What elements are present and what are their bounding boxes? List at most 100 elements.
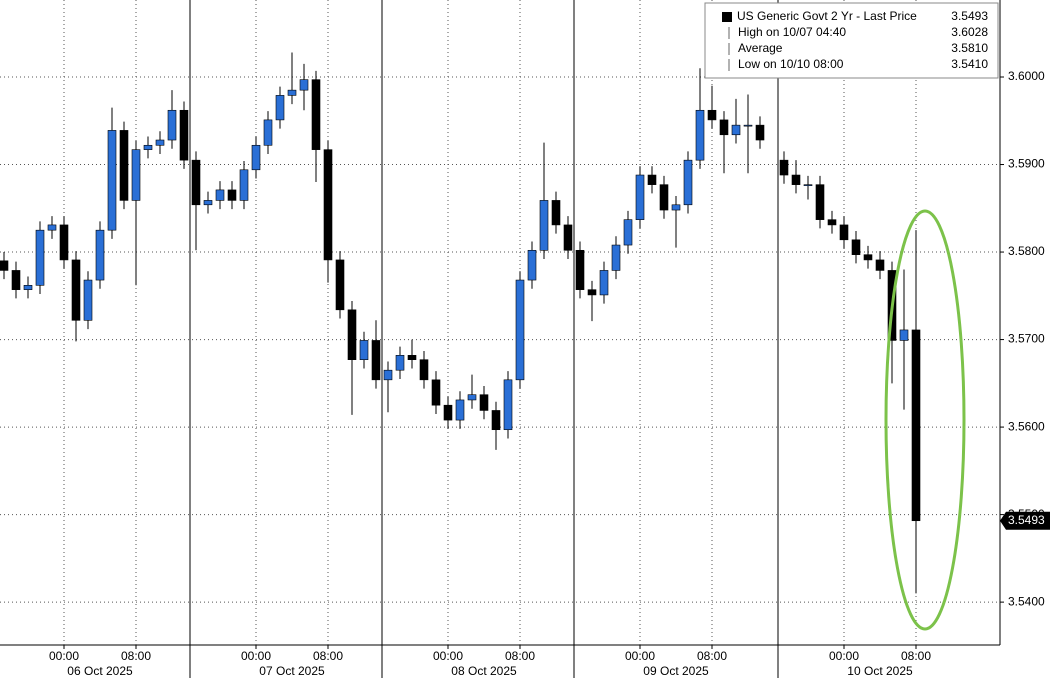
plot-area (0, 0, 1000, 678)
candle-body (71, 259, 81, 321)
candle-body (35, 229, 45, 286)
candle-body (827, 219, 837, 226)
x-tick-label: 00:00 (49, 649, 79, 663)
candle-body (23, 285, 33, 290)
candle-body (431, 379, 441, 406)
candle-body (227, 189, 237, 201)
candle-body (179, 109, 189, 161)
candle-body (899, 329, 909, 341)
candle-body (623, 219, 633, 246)
candle-body (311, 79, 321, 150)
candle-body (779, 159, 789, 176)
legend: US Generic Govt 2 Yr - Last Price 3.5493 H… (704, 2, 999, 79)
candle-body (551, 200, 561, 226)
x-day-label: 07 Oct 2025 (259, 664, 325, 678)
x-day-label: 06 Oct 2025 (67, 664, 133, 678)
candle-body (263, 119, 273, 146)
candle-body (455, 399, 465, 421)
candle-body (347, 309, 357, 360)
candle-body (0, 260, 9, 271)
candle-body (467, 394, 477, 401)
candle-body (239, 169, 249, 201)
candle-body (635, 174, 645, 220)
x-day-label: 10 Oct 2025 (847, 664, 913, 678)
candle-body (539, 200, 549, 251)
candle-body (407, 355, 417, 360)
candle-body (419, 359, 429, 381)
last-price-tag (1000, 511, 1050, 530)
legend-value: 3.5410 (951, 57, 988, 71)
x-tick-label: 00:00 (433, 649, 463, 663)
candle-body (719, 119, 729, 136)
candle-body (791, 174, 801, 185)
candle-body (863, 254, 873, 261)
candle-body (587, 289, 597, 296)
last-price-label: 3.5493 (1008, 513, 1045, 527)
candle-body (215, 189, 225, 201)
legend-value: 3.6028 (951, 25, 988, 39)
y-tick-label: 3.5900 (1008, 157, 1045, 171)
candle-body (203, 200, 213, 206)
highlight-ellipse (884, 209, 966, 631)
legend-swatch (722, 12, 732, 22)
legend-label: Average (738, 41, 783, 55)
y-tick-label: 3.6000 (1008, 69, 1045, 83)
candle-body (323, 149, 333, 261)
candle-body (131, 149, 141, 201)
candle-body (275, 95, 285, 121)
candle-body (95, 229, 105, 281)
candle-body (875, 259, 885, 271)
x-tick-label: 08:00 (313, 649, 343, 663)
candle-body (299, 79, 309, 91)
x-tick-label: 08:00 (697, 649, 727, 663)
x-tick-label: 08:00 (901, 649, 931, 663)
legend-label: US Generic Govt 2 Yr - Last Price (737, 9, 917, 23)
candle-body (371, 340, 381, 381)
candle-body (143, 144, 153, 150)
candle-body (575, 249, 585, 290)
candle-body (683, 159, 693, 206)
candle-body (527, 249, 537, 281)
candle-body (11, 270, 21, 290)
candle-body (743, 124, 753, 127)
x-tick-label: 08:00 (121, 649, 151, 663)
legend-label: High on 10/07 04:40 (738, 25, 846, 39)
y-tick-label: 3.5400 (1008, 594, 1045, 608)
candle-body (755, 124, 765, 141)
candle-body (659, 184, 669, 211)
y-tick-label: 3.5700 (1008, 332, 1045, 346)
candle-body (911, 329, 921, 522)
candle-body (695, 109, 705, 161)
legend-value: 3.5810 (951, 41, 988, 55)
candle-body (731, 124, 741, 136)
candle-body (851, 239, 861, 255)
candle-body (671, 204, 681, 211)
candle-body (563, 224, 573, 251)
candle-body (503, 379, 513, 431)
x-tick-label: 08:00 (505, 649, 535, 663)
x-tick-label: 00:00 (829, 649, 859, 663)
candle-body (287, 89, 297, 96)
candle-body (59, 224, 69, 261)
candle-body (839, 224, 849, 241)
candle-body (479, 394, 489, 411)
candle-body (191, 159, 201, 206)
candle-body (599, 270, 609, 296)
candle-body (815, 184, 825, 220)
candle-body (167, 109, 177, 141)
candle-body (119, 130, 129, 201)
candle-body (155, 139, 165, 146)
x-tick-label: 00:00 (241, 649, 271, 663)
y-tick-label: 3.5800 (1008, 244, 1045, 258)
legend-label: Low on 10/10 08:00 (738, 57, 844, 71)
candle-body (647, 174, 657, 185)
candle-body (515, 279, 525, 381)
candle-body (491, 410, 501, 431)
candle-body (707, 109, 717, 121)
x-tick-label: 00:00 (625, 649, 655, 663)
candle-body (611, 244, 621, 271)
x-day-label: 09 Oct 2025 (643, 664, 709, 678)
candle-body (359, 340, 369, 360)
